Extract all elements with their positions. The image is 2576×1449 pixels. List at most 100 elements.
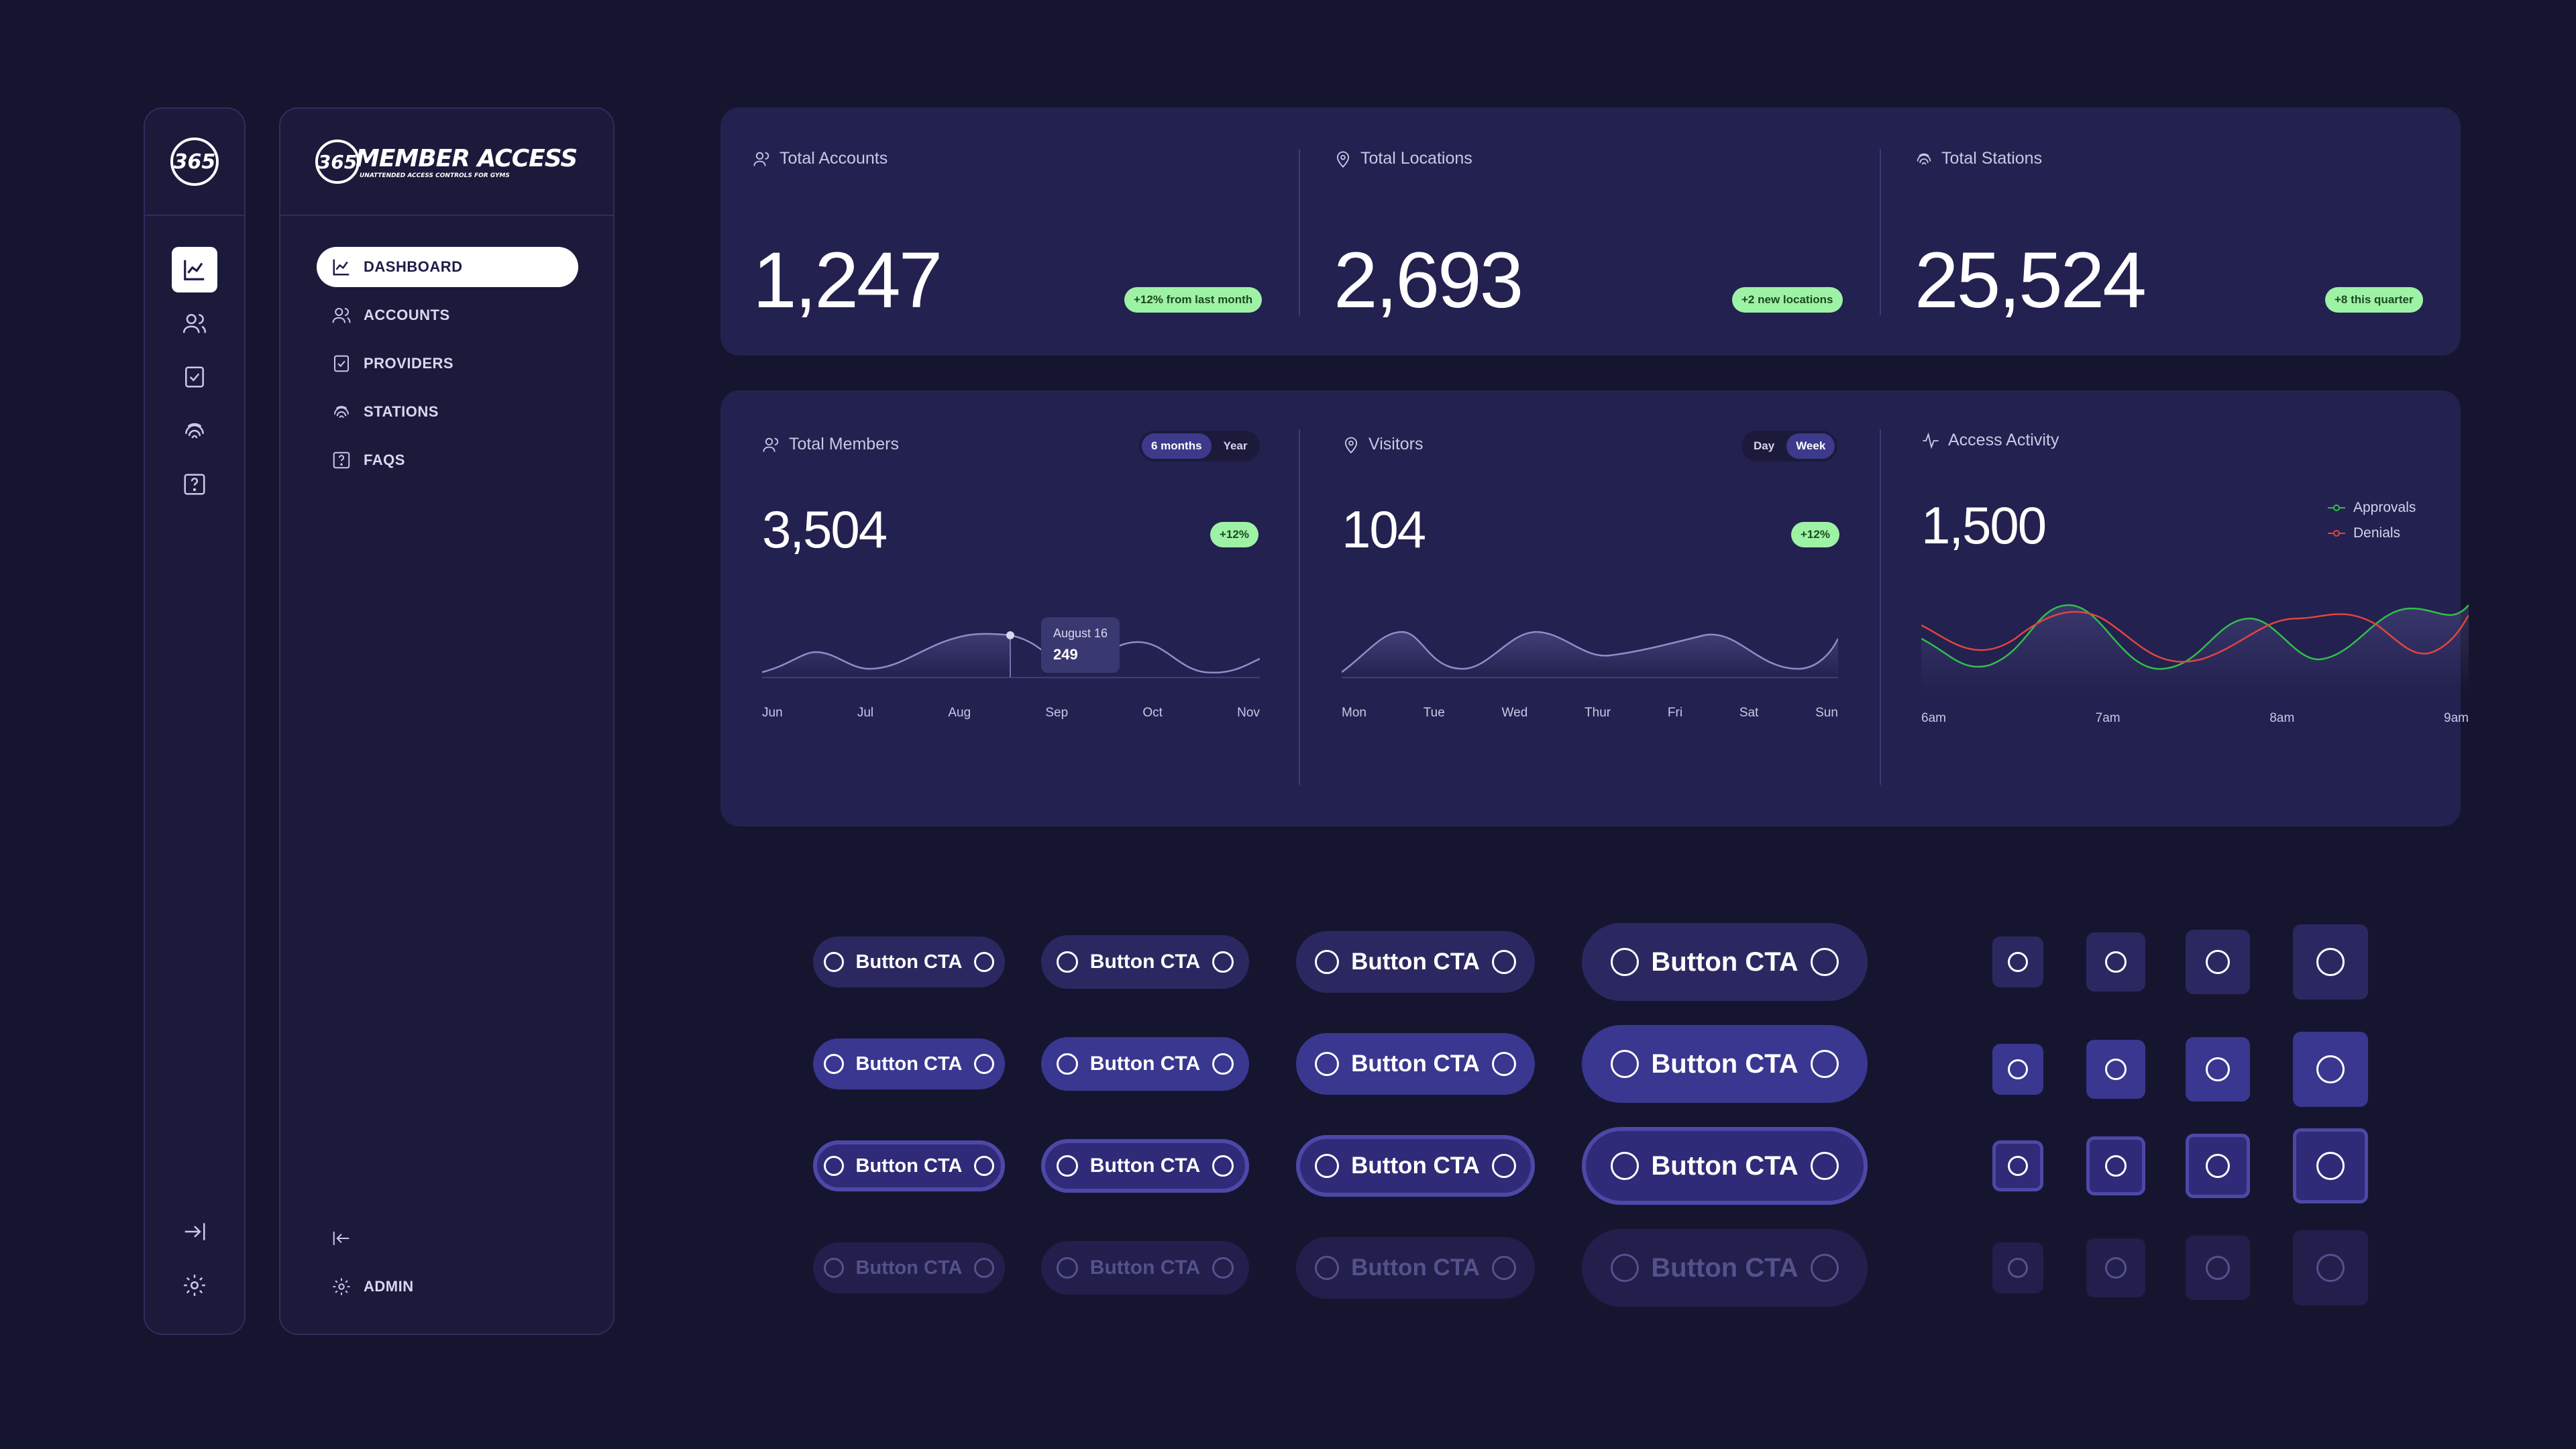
circle-icon xyxy=(2206,1057,2230,1081)
legend-approvals: Approvals xyxy=(2328,495,2416,521)
locations-value: 2,693 xyxy=(1334,236,1523,325)
rail-dashboard-button[interactable] xyxy=(172,247,217,292)
rail-providers-button[interactable] xyxy=(172,354,217,400)
cta-button[interactable]: Button CTA xyxy=(1041,935,1249,989)
cta-button-label: Button CTA xyxy=(855,951,963,973)
members-line-chart xyxy=(762,631,1260,678)
users-icon xyxy=(182,314,207,333)
circle-icon xyxy=(1810,1050,1839,1078)
cta-button[interactable]: Button CTA xyxy=(1582,1229,1868,1307)
cta-button[interactable]: Button CTA xyxy=(1041,1139,1249,1193)
cta-button[interactable]: Button CTA xyxy=(813,1242,1005,1293)
charts-divider xyxy=(1880,429,1881,785)
activity-legend: Approvals Denials xyxy=(2328,495,2416,546)
icon-button[interactable] xyxy=(1992,1044,2043,1095)
cta-button[interactable]: Button CTA xyxy=(1582,1025,1868,1103)
icon-button[interactable] xyxy=(2186,1236,2250,1300)
icon-button[interactable] xyxy=(1992,1140,2043,1191)
x-tick: Jul xyxy=(857,706,874,720)
circle-icon xyxy=(1491,1052,1516,1076)
rail-accounts-button[interactable] xyxy=(172,301,217,346)
icon-button[interactable] xyxy=(2293,924,2368,1000)
expand-icon xyxy=(184,1223,205,1240)
icon-button[interactable] xyxy=(1992,1242,2043,1293)
brand-logo[interactable]: 365 xyxy=(315,140,360,184)
approvals-swatch-icon xyxy=(2328,504,2345,511)
icon-button[interactable] xyxy=(2186,1134,2250,1198)
cta-button[interactable]: Button CTA xyxy=(1041,1037,1249,1091)
circle-icon xyxy=(974,1054,995,1074)
denials-series-line xyxy=(1921,610,2469,663)
cta-button[interactable]: Button CTA xyxy=(1582,923,1868,1001)
icon-button[interactable] xyxy=(2293,1032,2368,1107)
rail-stations-button[interactable] xyxy=(172,408,217,453)
icon-button[interactable] xyxy=(2186,930,2250,994)
visitors-badge: +12% xyxy=(1791,522,1839,547)
cta-button[interactable]: Button CTA xyxy=(1296,1237,1535,1299)
x-tick: Thur xyxy=(1585,706,1611,720)
sidebar-item-label: ACCOUNTS xyxy=(364,307,450,323)
icon-button[interactable] xyxy=(1992,936,2043,987)
circle-icon xyxy=(1056,1155,1078,1177)
sidebar-item-dashboard[interactable]: DASHBOARD xyxy=(317,247,578,287)
stations-value: 25,524 xyxy=(1915,236,2147,325)
circle-icon xyxy=(1810,1152,1839,1180)
rail-expand-button[interactable] xyxy=(172,1209,217,1254)
sidebar-item-stations[interactable]: STATIONS xyxy=(317,392,578,432)
toggle-day[interactable]: Day xyxy=(1754,439,1775,452)
x-tick: Jun xyxy=(762,706,783,720)
circle-icon xyxy=(1056,1257,1078,1279)
cta-button[interactable]: Button CTA xyxy=(813,1140,1005,1191)
x-tick: Tue xyxy=(1423,706,1445,720)
tooltip-marker-dot[interactable] xyxy=(1006,631,1014,639)
legend-approvals-label: Approvals xyxy=(2353,500,2416,515)
icon-button[interactable] xyxy=(2086,932,2145,991)
rail-settings-button[interactable] xyxy=(172,1263,217,1308)
circle-icon xyxy=(1611,1152,1640,1180)
sidebar-item-admin[interactable]: ADMIN xyxy=(317,1267,578,1307)
rail-faqs-button[interactable] xyxy=(172,462,217,507)
icon-button[interactable] xyxy=(2293,1230,2368,1305)
activity-value: 1,500 xyxy=(1921,496,2047,555)
circle-icon xyxy=(1212,951,1234,973)
stats-divider xyxy=(1880,149,1881,315)
sidebar-item-accounts[interactable]: ACCOUNTS xyxy=(317,295,578,335)
cta-button-label: Button CTA xyxy=(855,1155,963,1177)
tooltip-date: August 16 xyxy=(1053,627,1108,640)
sidebar-item-providers[interactable]: PROVIDERS xyxy=(317,343,578,384)
circle-icon xyxy=(1315,1052,1340,1076)
icon-button[interactable] xyxy=(2186,1037,2250,1102)
circle-icon xyxy=(1491,950,1516,974)
cta-button[interactable]: Button CTA xyxy=(813,1038,1005,1089)
cta-button-label: Button CTA xyxy=(1089,1155,1201,1177)
accounts-value: 1,247 xyxy=(753,236,943,325)
sidebar-collapse-button[interactable] xyxy=(317,1218,370,1258)
circle-icon xyxy=(823,952,844,972)
cta-button-label: Button CTA xyxy=(1651,947,1799,977)
icon-button[interactable] xyxy=(2086,1040,2145,1099)
charts-divider xyxy=(1299,429,1300,785)
brand-name: MEMBER ACCESS xyxy=(356,144,578,172)
circle-icon xyxy=(2008,1156,2028,1176)
toggle-year[interactable]: Year xyxy=(1223,439,1248,452)
toggle-week[interactable]: Week xyxy=(1786,433,1835,459)
cta-button[interactable]: Button CTA xyxy=(1296,1135,1535,1197)
circle-icon xyxy=(1491,1154,1516,1178)
cta-button[interactable]: Button CTA xyxy=(1296,1033,1535,1095)
sidebar-item-faqs[interactable]: FAQS xyxy=(317,440,578,480)
cta-button[interactable]: Button CTA xyxy=(1296,931,1535,993)
cta-button[interactable]: Button CTA xyxy=(1582,1127,1868,1205)
cta-button[interactable]: Button CTA xyxy=(1041,1241,1249,1295)
icon-button[interactable] xyxy=(2086,1238,2145,1297)
circle-icon xyxy=(1056,951,1078,973)
cta-button-label: Button CTA xyxy=(1351,1152,1480,1179)
stats-card: Total Accounts 1,247 +12% from last mont… xyxy=(720,107,2461,356)
icon-button[interactable] xyxy=(2086,1136,2145,1195)
visitors-label: Visitors xyxy=(1342,435,1424,454)
rail-logo[interactable]: 365 xyxy=(170,138,219,186)
fingerprint-icon xyxy=(1917,153,1931,164)
cta-button[interactable]: Button CTA xyxy=(813,936,1005,987)
icon-button[interactable] xyxy=(2293,1128,2368,1203)
toggle-6-months[interactable]: 6 months xyxy=(1142,433,1212,459)
x-tick: 9am xyxy=(2444,711,2469,725)
